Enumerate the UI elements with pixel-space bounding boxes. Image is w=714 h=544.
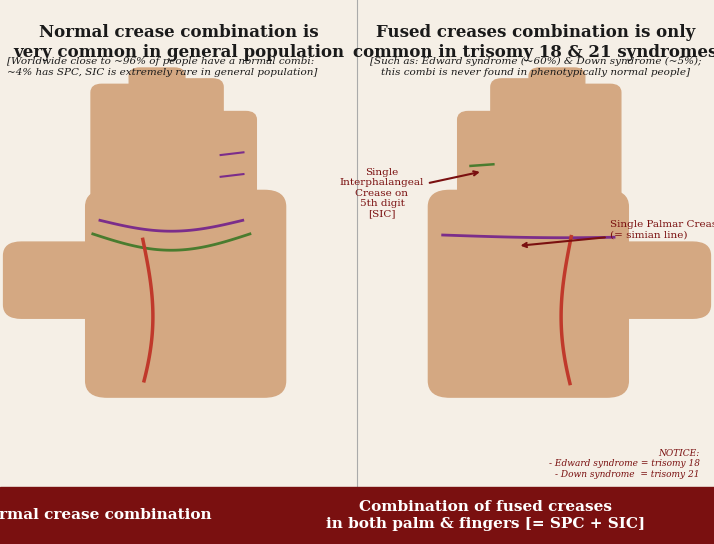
FancyBboxPatch shape [86,190,286,397]
Text: Fused creases combination is only
common in trisomy 18 & 21 syndromes: Fused creases combination is only common… [353,24,714,61]
FancyBboxPatch shape [529,68,585,220]
FancyBboxPatch shape [575,242,710,318]
Text: NOTICE:
- Edward syndrome = trisomy 18
- Down syndrome  = trisomy 21: NOTICE: - Edward syndrome = trisomy 18 -… [549,449,700,479]
Text: Normal crease combination: Normal crease combination [0,509,211,522]
Text: Single Palmar Crease  [SPC]
(= simian line): Single Palmar Crease [SPC] (= simian lin… [523,220,714,247]
Text: [Such as: Edward syndrome (~60%) & Down syndrome (~5%);
this combi is never foun: [Such as: Edward syndrome (~60%) & Down … [370,57,701,77]
Text: Single
Interphalangeal
Crease on
5th digit
[SIC]: Single Interphalangeal Crease on 5th dig… [340,168,478,219]
FancyBboxPatch shape [208,112,256,220]
FancyBboxPatch shape [129,68,185,220]
FancyBboxPatch shape [91,84,144,220]
FancyBboxPatch shape [170,79,223,220]
Text: Combination of fused creases
in both palm & fingers [= SPC + SIC]: Combination of fused creases in both pal… [326,500,645,530]
Text: Normal crease combination is
very common in general population: Normal crease combination is very common… [13,24,344,61]
Bar [0,487,714,544]
FancyBboxPatch shape [428,190,628,397]
FancyBboxPatch shape [568,84,620,220]
FancyBboxPatch shape [458,112,506,220]
FancyBboxPatch shape [4,242,139,318]
FancyBboxPatch shape [491,79,544,220]
Text: [Worldwide close to ~96% of people have a normal combi:
~4% has SPC, SIC is extr: [Worldwide close to ~96% of people have … [7,57,318,77]
